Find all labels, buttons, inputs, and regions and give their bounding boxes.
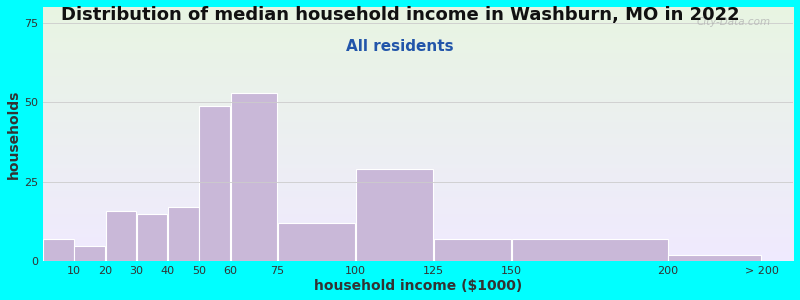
Bar bbox=[74, 245, 105, 261]
Bar bbox=[278, 223, 355, 261]
Bar bbox=[512, 239, 667, 261]
Bar bbox=[137, 214, 167, 261]
Text: City-Data.com: City-Data.com bbox=[697, 17, 770, 27]
X-axis label: household income ($1000): household income ($1000) bbox=[314, 279, 522, 293]
Bar bbox=[168, 207, 198, 261]
Bar bbox=[106, 211, 136, 261]
Bar bbox=[230, 93, 277, 261]
Y-axis label: households: households bbox=[7, 89, 21, 179]
Bar bbox=[434, 239, 511, 261]
Bar bbox=[43, 239, 74, 261]
Bar bbox=[669, 255, 762, 261]
Text: All residents: All residents bbox=[346, 39, 454, 54]
Text: Distribution of median household income in Washburn, MO in 2022: Distribution of median household income … bbox=[61, 6, 739, 24]
Bar bbox=[199, 106, 230, 261]
Bar bbox=[356, 169, 433, 261]
